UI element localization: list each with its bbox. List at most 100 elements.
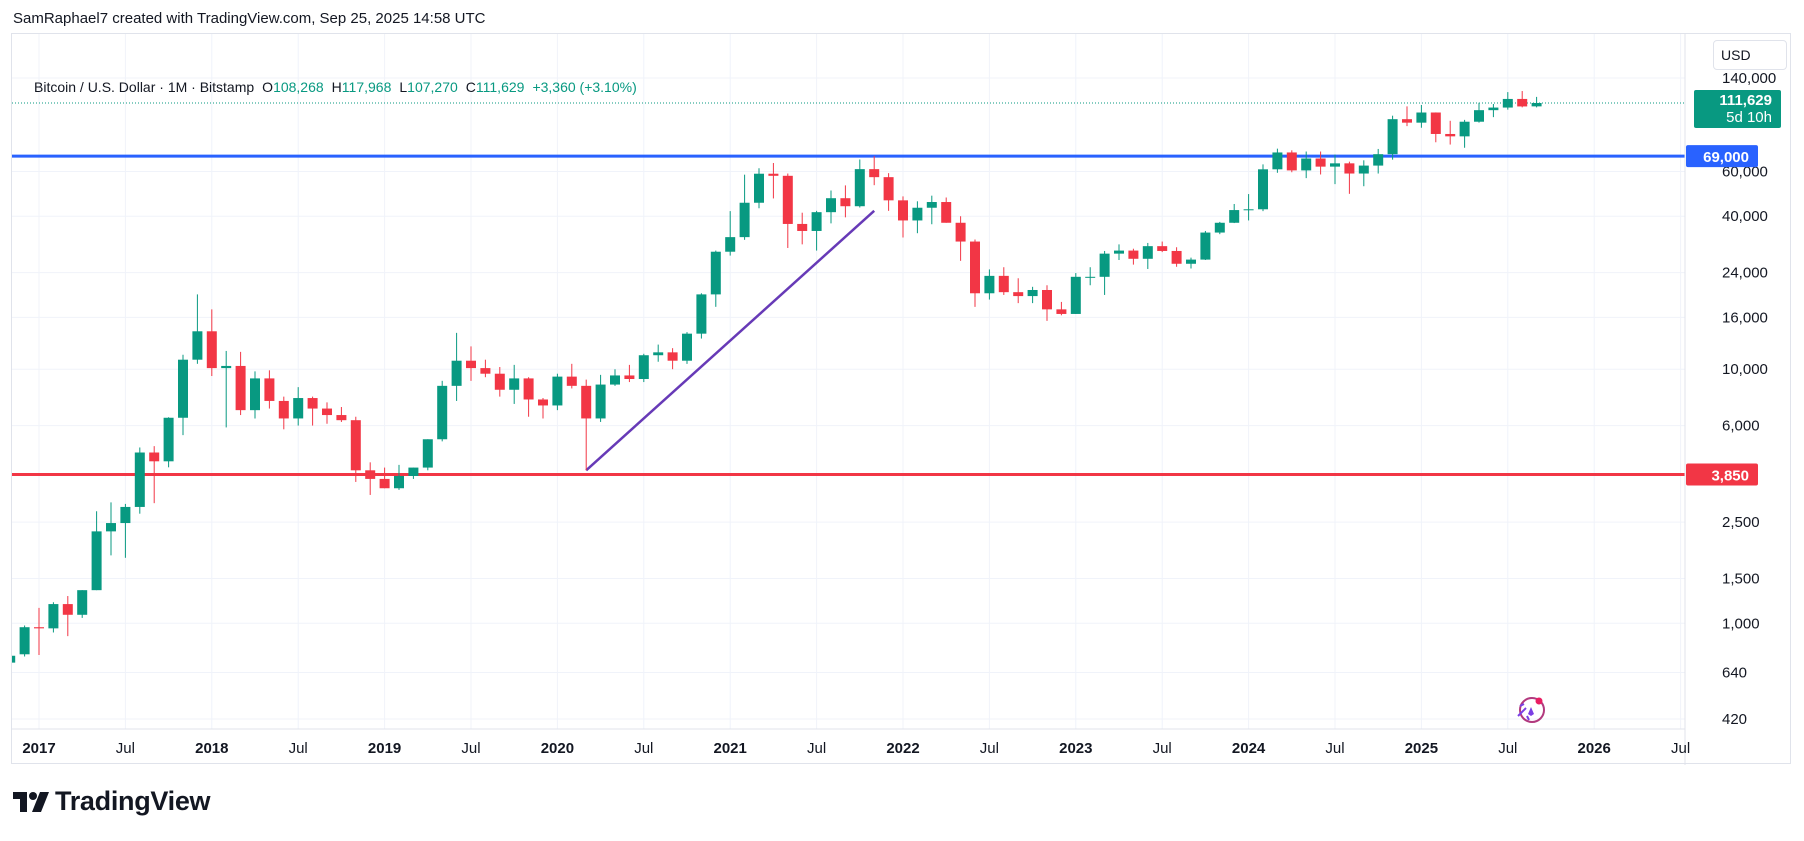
candle[interactable] [322,402,332,424]
candle[interactable] [350,416,361,482]
candle[interactable] [106,502,116,556]
candle[interactable] [466,346,476,381]
candle[interactable] [1157,241,1168,253]
candle[interactable] [1286,150,1297,173]
candle[interactable] [811,210,822,251]
candle[interactable] [1272,148,1283,173]
candle[interactable] [307,396,318,426]
candle[interactable] [782,173,793,248]
candle[interactable] [552,373,563,411]
candle[interactable] [1459,119,1470,148]
tradingview-logo[interactable]: TradingView [13,786,211,817]
candle[interactable] [120,503,131,558]
candle[interactable] [682,332,692,364]
candle[interactable] [163,417,174,468]
candle[interactable] [509,364,520,404]
candle[interactable] [1474,102,1484,123]
candle[interactable] [739,174,750,240]
candle[interactable] [1301,151,1312,179]
candle[interactable] [898,196,908,238]
candle[interactable] [1531,96,1542,108]
candle[interactable] [480,359,491,378]
candle[interactable] [1502,92,1513,110]
candle[interactable] [1344,161,1355,194]
candle[interactable] [566,363,577,389]
candle[interactable] [149,446,160,504]
candle[interactable] [1229,203,1240,224]
candle[interactable] [912,201,923,234]
candle[interactable] [437,380,448,442]
candle[interactable] [941,197,952,223]
candle[interactable] [178,354,188,436]
candle[interactable] [710,250,721,307]
candle[interactable] [955,216,966,261]
candle[interactable] [451,332,462,401]
candle[interactable] [869,156,880,186]
candle[interactable] [523,377,534,417]
candle[interactable] [1085,267,1096,286]
candle[interactable] [610,369,620,386]
candle[interactable] [1200,230,1211,261]
candle[interactable] [581,379,592,471]
candle[interactable] [394,464,404,490]
candle[interactable] [998,267,1009,295]
candle[interactable] [768,163,779,199]
candle[interactable] [91,511,102,591]
candle[interactable] [293,387,304,426]
candle[interactable] [1042,285,1052,321]
candle[interactable] [221,350,232,428]
candle[interactable] [797,212,808,245]
candle[interactable] [840,185,851,218]
candle[interactable] [422,439,433,471]
candle[interactable] [1114,244,1124,261]
candle[interactable] [1013,278,1024,304]
candle[interactable] [667,348,678,370]
candle[interactable] [595,374,606,422]
candle[interactable] [638,353,649,383]
candle[interactable] [1056,301,1067,316]
candle[interactable] [1142,242,1153,269]
candle[interactable] [1070,273,1081,314]
price-chart[interactable]: 140,000 60,000 40,000 24,000 16,000 10,000 6,0… [12,34,1792,765]
candle[interactable] [278,396,289,430]
candle[interactable] [1373,148,1384,174]
candle[interactable] [1488,104,1499,118]
candle[interactable] [1430,112,1441,143]
candle[interactable] [1171,247,1182,267]
candle[interactable] [264,370,275,409]
candle[interactable] [1243,194,1254,221]
candle[interactable] [653,344,664,362]
candle[interactable] [379,467,390,489]
candle[interactable] [134,447,145,514]
candle[interactable] [624,364,635,383]
candle[interactable] [206,309,217,377]
candle[interactable] [926,195,937,225]
candle[interactable] [34,607,44,656]
candle[interactable] [970,239,980,307]
candle[interactable] [1027,286,1038,304]
candle[interactable] [1445,120,1456,145]
currency-button[interactable]: USD [1713,40,1787,70]
candle[interactable] [48,602,59,633]
candle[interactable] [883,173,894,211]
candle[interactable] [826,190,836,224]
candle[interactable] [1416,105,1427,128]
candle[interactable] [1258,164,1268,212]
candle[interactable] [336,406,347,422]
candle[interactable] [1402,106,1412,127]
candle[interactable] [1315,151,1326,175]
trend-line[interactable] [585,209,876,472]
candle[interactable] [192,294,203,364]
candle[interactable] [12,655,16,664]
candle[interactable] [408,467,419,479]
sparkle-icon[interactable] [1517,697,1545,723]
candle[interactable] [77,590,88,618]
candle[interactable] [1517,91,1528,108]
candle[interactable] [1387,115,1398,160]
candle[interactable] [1128,248,1139,265]
candle[interactable] [725,211,736,256]
candle[interactable] [1330,154,1340,185]
candle[interactable] [854,159,865,208]
candle[interactable] [365,462,376,495]
candle[interactable] [19,625,30,657]
